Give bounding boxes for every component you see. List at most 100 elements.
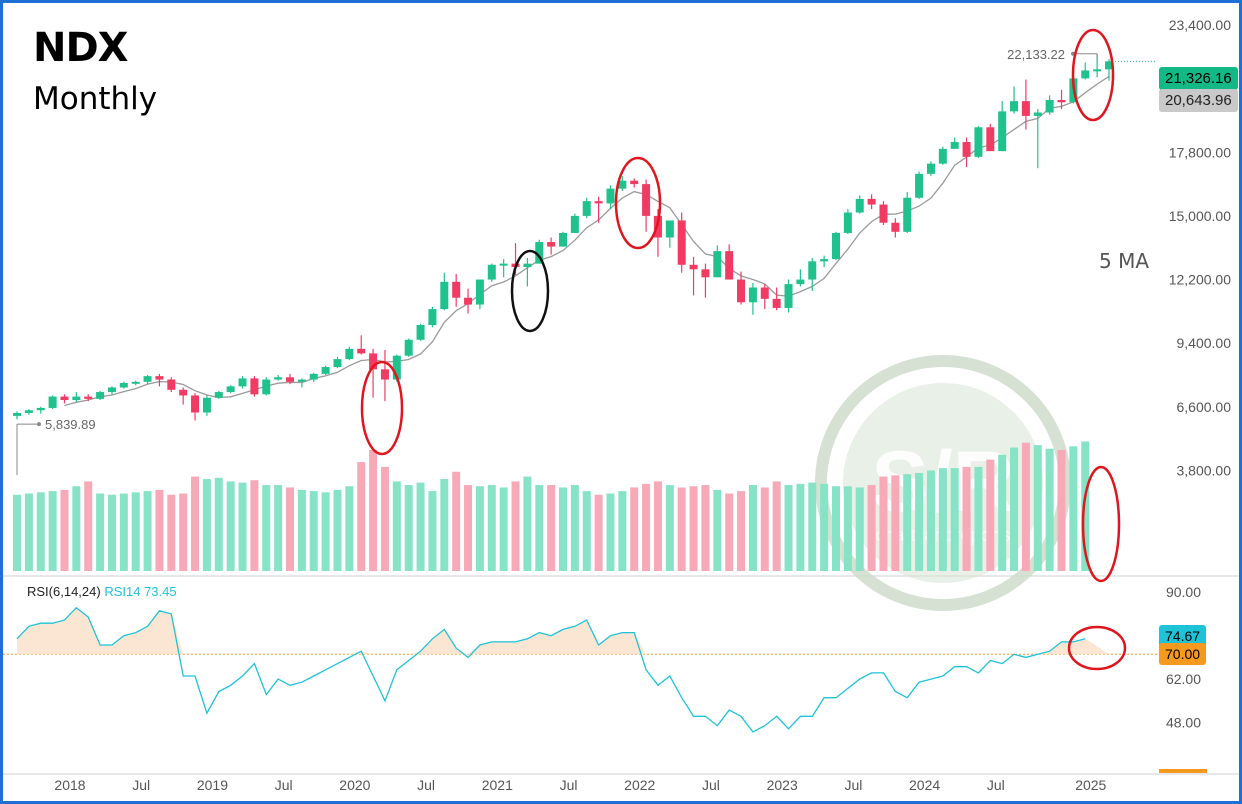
volume-bar <box>226 481 235 571</box>
candle-body <box>238 378 247 387</box>
volume-bar <box>131 492 140 571</box>
volume-bar <box>594 494 603 571</box>
volume-bar <box>737 491 746 571</box>
volume-bar <box>202 479 211 571</box>
candle-body <box>559 232 567 247</box>
price-tick-label: 15,000.00 <box>1169 208 1231 224</box>
ma-annotation: 5 MA <box>1099 249 1150 273</box>
volume-bar <box>333 489 342 571</box>
rsi-tick-label: 48.00 <box>1166 715 1201 731</box>
volume-bar <box>1057 449 1066 571</box>
candle-body <box>36 407 45 411</box>
volume-bar <box>879 476 888 571</box>
rsi-tick-label: 90.00 <box>1166 584 1201 600</box>
volume-bar <box>107 494 116 571</box>
volume-bar <box>96 493 105 571</box>
candle-body <box>867 198 876 205</box>
candle-body <box>962 142 971 157</box>
candle-body <box>606 188 615 204</box>
candle-body <box>179 389 188 396</box>
candle-body <box>879 204 888 223</box>
price-tick-label: 6,600.00 <box>1177 399 1232 415</box>
volume-bar <box>582 491 591 571</box>
candle-body <box>915 173 924 198</box>
ma-price-tag: 20,643.96 <box>1159 89 1238 112</box>
rsi-bottom-marker <box>1159 769 1207 773</box>
time-tick-label: Jul <box>560 777 578 793</box>
volume-bar <box>214 477 223 571</box>
candle-body <box>1081 70 1090 79</box>
candle-body <box>820 259 829 262</box>
rsi-overbought-fill <box>17 607 1109 655</box>
volume-bar <box>167 494 176 571</box>
candle-body <box>843 212 852 233</box>
moving-average-line <box>64 75 1110 407</box>
volume-bar <box>523 476 532 571</box>
candle-body <box>725 251 734 280</box>
volume-bar <box>1045 448 1054 571</box>
candle-body <box>748 287 757 303</box>
chart-timeframe: Monthly <box>33 81 158 117</box>
price-tick-label: 3,800.00 <box>1177 462 1232 478</box>
candle-body <box>938 148 947 164</box>
candle-body <box>784 284 793 308</box>
volume-bar <box>665 485 674 571</box>
candle-body <box>250 378 259 395</box>
candle-body <box>547 242 556 247</box>
volume-bar <box>48 491 57 571</box>
volume-bar <box>416 482 425 571</box>
chart-title: NDX <box>33 25 129 71</box>
candle-body <box>428 309 437 325</box>
candle-body <box>475 279 484 305</box>
volume-bar <box>653 481 662 571</box>
candle-body <box>107 387 116 393</box>
volume-bar <box>380 466 389 571</box>
candle-body <box>737 279 746 303</box>
candle-body <box>72 396 81 400</box>
volume-bar <box>843 486 852 571</box>
time-tick-label: 2025 <box>1075 777 1106 793</box>
candle-body <box>701 269 710 278</box>
candle-body <box>286 377 294 382</box>
volume-bar <box>772 481 781 571</box>
volume-bar <box>677 487 686 571</box>
volume-bar <box>84 481 93 571</box>
candle-body <box>440 281 449 310</box>
candle-body <box>333 359 342 368</box>
volume-bar <box>974 466 983 571</box>
volume-bar <box>820 483 829 571</box>
candle-body <box>950 142 959 149</box>
volume-bar <box>748 485 757 571</box>
volume-bar <box>701 485 710 571</box>
candle-body <box>677 220 686 265</box>
time-tick-label: 2023 <box>767 777 798 793</box>
volume-bar <box>950 468 959 571</box>
candle-body <box>321 367 330 374</box>
volume-bar <box>155 489 164 571</box>
last-price-tag: 21,326.16 <box>1159 67 1238 90</box>
candle-body <box>499 263 508 266</box>
volume-bar <box>179 493 188 571</box>
volume-bar <box>13 494 21 571</box>
volume-bar <box>511 481 520 571</box>
candle-body <box>582 201 591 216</box>
candle-body <box>1021 101 1030 116</box>
candle-body <box>191 395 200 413</box>
candle-body <box>630 180 639 185</box>
price-tick-label: 23,400.00 <box>1169 17 1231 33</box>
volume-bar <box>725 493 734 571</box>
low-price-label: 5,839.89 <box>45 417 96 432</box>
volume-bar <box>713 489 722 571</box>
low-marker-dot <box>37 422 41 427</box>
volume-bar <box>297 489 306 571</box>
time-tick-label: 2020 <box>339 777 370 793</box>
volume-bar <box>475 486 484 571</box>
candle-body <box>60 396 69 400</box>
time-tick-label: 2022 <box>624 777 655 793</box>
candle-body <box>891 222 900 232</box>
candle-body <box>380 369 389 380</box>
volume-bar <box>986 459 995 571</box>
candle-body <box>974 127 983 157</box>
rsi-overbought-tag: 70.00 <box>1159 643 1207 665</box>
rsi-legend-value: RSI14 73.45 <box>104 584 177 599</box>
